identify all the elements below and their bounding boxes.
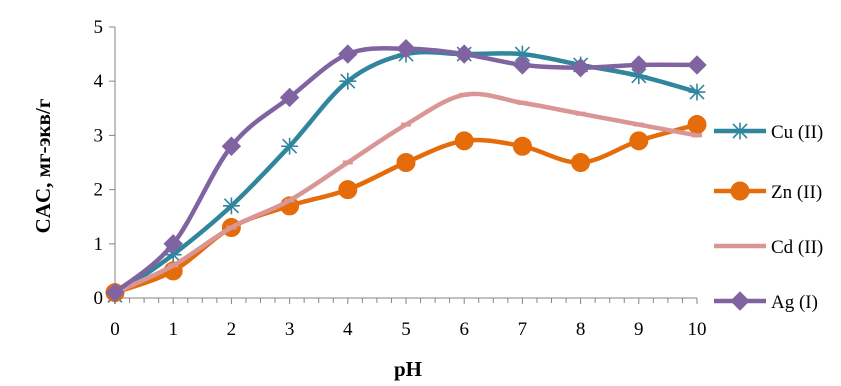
data-point-cd-ii-3 — [284, 198, 295, 203]
data-point-ag-i-1 — [163, 234, 183, 254]
data-point-cu-ii-2 — [223, 197, 240, 215]
legend-item-cu-ii: Cu (II) — [714, 122, 823, 143]
data-point-cu-ii-10 — [688, 83, 706, 101]
data-point-cd-ii-2 — [226, 225, 237, 230]
data-point-ag-i-6 — [454, 44, 474, 64]
data-point-ag-i-10 — [687, 55, 707, 75]
legend: Cu (II) Zn (II) Cd (II) Ag (I) — [714, 122, 823, 313]
data-point-cd-ii-9 — [633, 122, 644, 127]
data-point-cd-ii-4 — [342, 160, 353, 165]
data-point-cd-ii-1 — [168, 263, 179, 268]
x-tick-label-4: 4 — [343, 319, 353, 340]
legend-label-zn-ii: Zn (II) — [771, 182, 822, 203]
data-point-ag-i-5 — [396, 38, 416, 59]
x-axis-title: pH — [394, 357, 422, 381]
data-point-cu-ii-3 — [281, 137, 298, 155]
data-point-zn-ii-8 — [571, 153, 591, 172]
legend-marker-ag-i — [730, 291, 750, 311]
legend-marker-zn-ii — [730, 181, 750, 201]
x-tick-label-9: 9 — [634, 319, 644, 340]
series-cu-ii — [106, 45, 706, 304]
data-point-zn-ii-7 — [512, 136, 532, 156]
x-tick-label-6: 6 — [459, 319, 469, 340]
data-point-zn-ii-4 — [338, 180, 358, 200]
legend-label-cu-ii: Cu (II) — [771, 122, 823, 143]
legend-label-ag-i: Ag (I) — [771, 292, 818, 313]
x-tick-label-3: 3 — [285, 319, 295, 340]
data-point-cd-ii-6 — [459, 92, 470, 97]
x-tick-label-2: 2 — [227, 319, 237, 340]
data-point-ag-i-9 — [629, 55, 649, 75]
data-point-cd-ii-10 — [692, 133, 702, 138]
y-tick-label-4: 4 — [94, 71, 104, 92]
x-tick-label-5: 5 — [401, 319, 411, 340]
series-line-ag-i — [112, 46, 700, 295]
data-point-ag-i-8 — [570, 57, 591, 78]
legend-item-cd-ii: Cd (II) — [714, 237, 823, 258]
legend-label-cd-ii: Cd (II) — [771, 237, 823, 258]
data-point-ag-i-2 — [221, 136, 242, 156]
data-point-zn-ii-9 — [629, 131, 649, 151]
data-point-zn-ii-5 — [396, 153, 416, 172]
series-cd-ii — [110, 91, 702, 295]
data-point-ag-i-4 — [338, 44, 358, 64]
y-tick-label-2: 2 — [94, 180, 104, 201]
data-point-zn-ii-10 — [687, 115, 707, 135]
axes: 0 1 2 3 4 5 0 1 2 3 4 5 6 7 8 9 10 — [94, 17, 707, 340]
y-tick-label-5: 5 — [94, 17, 104, 38]
y-tick-label-3: 3 — [94, 125, 104, 146]
y-axis-title: CAC, мг-экв/г — [31, 99, 55, 234]
legend-item-ag-i: Ag (I) — [714, 291, 818, 313]
series-layer — [105, 38, 707, 304]
series-line-cd-ii — [112, 91, 700, 295]
data-point-ag-i-0 — [105, 282, 125, 303]
data-point-ag-i-3 — [279, 87, 300, 108]
data-point-cd-ii-8 — [575, 111, 586, 116]
x-tick-label-7: 7 — [518, 319, 528, 340]
data-point-cu-ii-9 — [630, 67, 648, 85]
legend-marker-cu-ii — [731, 122, 749, 140]
data-point-cd-ii-7 — [517, 100, 528, 105]
data-point-ag-i-7 — [512, 55, 533, 75]
x-tick-label-1: 1 — [168, 319, 178, 340]
series-ag-i — [105, 38, 707, 303]
series-line-cu-ii — [112, 49, 700, 298]
data-point-zn-ii-6 — [454, 131, 474, 151]
series-line-zn-ii — [112, 122, 700, 295]
y-tick-label-1: 1 — [94, 234, 104, 255]
legend-marker-cd-ii — [735, 244, 745, 248]
x-tick-label-10: 10 — [688, 319, 707, 340]
legend-item-zn-ii: Zn (II) — [714, 181, 822, 203]
y-tick-label-0: 0 — [94, 288, 104, 309]
data-point-cu-ii-4 — [339, 72, 357, 90]
data-point-cd-ii-5 — [401, 122, 411, 127]
x-tick-label-8: 8 — [576, 319, 586, 340]
x-tick-label-0: 0 — [110, 319, 120, 340]
